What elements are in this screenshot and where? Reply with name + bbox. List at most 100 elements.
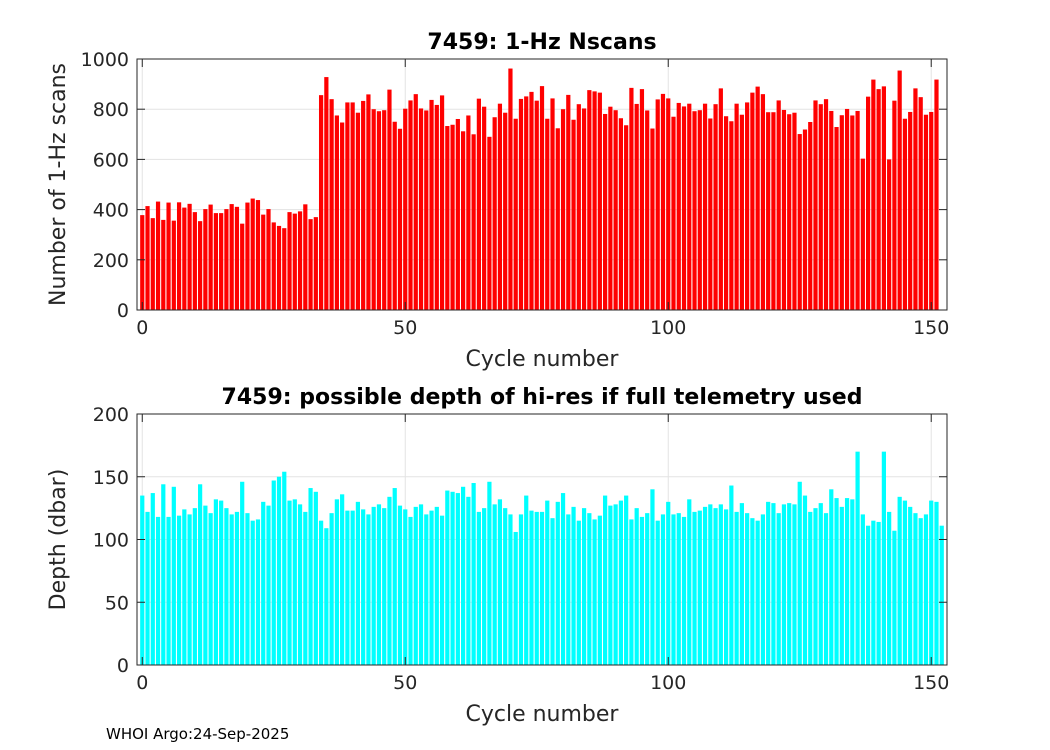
depth-bar — [781, 504, 787, 665]
depth-bar — [608, 505, 613, 665]
depth-bar — [813, 508, 818, 666]
nscans-bar — [634, 103, 639, 311]
depth-bar — [392, 488, 397, 665]
depth-ytick-label: 200 — [93, 404, 129, 426]
nscans-bar — [471, 134, 476, 310]
depth-bar — [797, 481, 802, 665]
depth-bar — [329, 513, 334, 665]
depth-bar — [829, 489, 834, 665]
depth-chart-xlabel: Cycle number — [466, 702, 620, 727]
depth-bar — [534, 511, 539, 665]
depth-bar — [203, 505, 208, 665]
depth-bar — [629, 519, 634, 665]
nscans-bar — [429, 99, 434, 310]
depth-bar — [429, 510, 434, 665]
depth-bar — [908, 506, 913, 665]
nscans-bar — [329, 99, 334, 310]
depth-bar — [666, 501, 671, 665]
nscans-bar — [455, 118, 460, 311]
nscans-bar — [508, 68, 513, 310]
nscans-bar — [881, 86, 886, 310]
depth-bar — [566, 514, 571, 665]
nscans-bar — [844, 108, 850, 310]
depth-xtick-label: 100 — [650, 672, 686, 694]
depth-bar — [418, 504, 424, 665]
nscans-bar — [560, 109, 566, 310]
nscans-bar — [176, 202, 182, 310]
depth-bar — [145, 511, 150, 665]
nscans-bar — [413, 94, 418, 310]
depth-bar — [261, 501, 266, 665]
nscans-bar — [908, 111, 913, 311]
depth-bar — [697, 510, 702, 665]
nscans-bar — [482, 106, 487, 310]
depth-bar — [450, 491, 455, 665]
nscans-bar — [224, 209, 229, 310]
depth-bar — [650, 489, 655, 665]
depth-bar — [408, 516, 413, 665]
depth-bar — [529, 510, 534, 665]
nscans-bar — [645, 110, 650, 310]
nscans-bar — [823, 99, 829, 310]
nscans-ytick-label: 200 — [93, 250, 129, 272]
nscans-bar — [487, 136, 492, 310]
nscans-bar — [866, 96, 871, 311]
depth-bar — [939, 525, 944, 665]
nscans-bar — [424, 110, 429, 310]
nscans-bar — [750, 92, 755, 310]
nscans-bar — [513, 118, 518, 311]
depth-bar — [213, 499, 218, 665]
nscans-bar — [361, 100, 366, 310]
nscans-bar — [182, 207, 187, 310]
nscans-bar — [655, 99, 660, 310]
depth-bar — [308, 488, 313, 665]
depth-bar — [471, 483, 476, 665]
depth-bar — [340, 494, 345, 665]
nscans-bar — [555, 128, 560, 310]
depth-bar — [603, 495, 608, 665]
nscans-bar — [666, 98, 671, 310]
depth-bar — [445, 490, 450, 665]
depth-bar — [729, 485, 734, 665]
nscans-bar — [518, 98, 524, 310]
nscans-bar — [324, 77, 329, 310]
nscans-bar — [913, 88, 918, 311]
nscans-bar — [308, 219, 313, 310]
nscans-bar — [150, 218, 155, 310]
nscans-bar — [534, 100, 539, 310]
nscans-bar — [692, 111, 697, 311]
nscans-bar — [345, 102, 350, 310]
depth-xtick-label: 150 — [913, 672, 949, 694]
depth-bar — [639, 516, 645, 665]
nscans-bar — [876, 89, 881, 311]
depth-bar — [855, 451, 860, 665]
nscans-bar — [355, 112, 361, 311]
nscans-bar — [171, 220, 176, 310]
depth-bar — [918, 518, 923, 665]
nscans-bar — [771, 112, 776, 311]
depth-bar — [681, 516, 687, 665]
depth-bar — [371, 506, 376, 665]
depth-bar — [876, 521, 881, 665]
depth-bar — [455, 493, 460, 665]
nscans-bar — [155, 201, 161, 310]
nscans-bar — [687, 103, 692, 311]
nscans-bar — [266, 209, 271, 310]
nscans-bar — [802, 129, 808, 310]
depth-bar — [176, 515, 182, 665]
nscans-bar — [581, 108, 587, 310]
nscans-bar — [539, 86, 545, 310]
nscans-bar — [708, 118, 713, 311]
depth-bar — [671, 514, 676, 665]
nscans-bar — [566, 94, 571, 310]
depth-bar — [397, 505, 403, 665]
footer-timestamp: WHOI Argo:24-Sep-2025 — [106, 725, 290, 743]
nscans-bar — [271, 222, 276, 310]
nscans-bar — [818, 104, 823, 311]
nscans-bar — [576, 104, 581, 311]
depth-bar — [576, 520, 581, 665]
depth-bar — [182, 509, 187, 665]
depth-bar — [282, 471, 287, 665]
depth-bar — [750, 518, 755, 665]
